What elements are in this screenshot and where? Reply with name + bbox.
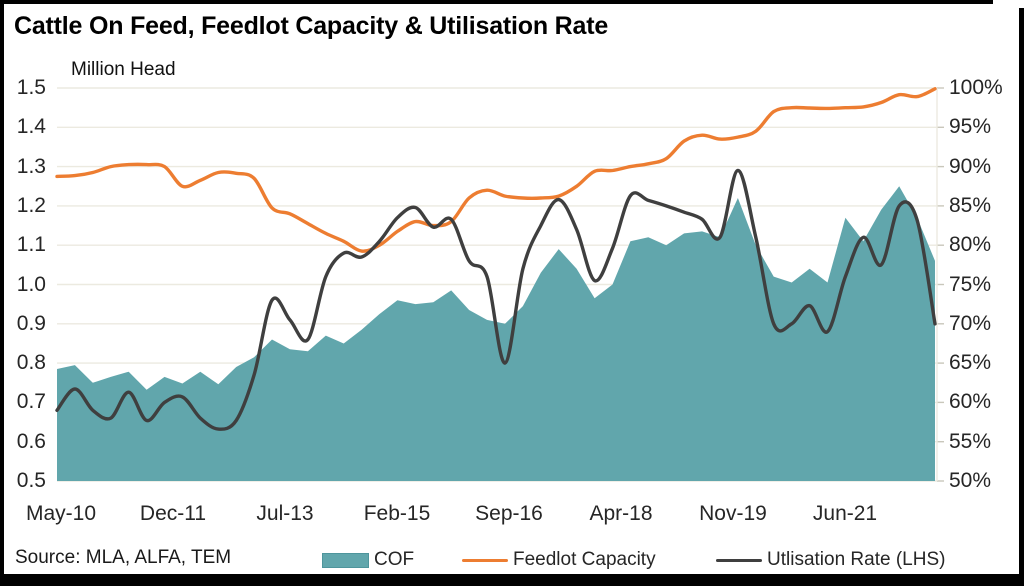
y-left-tick-label: 1.5 <box>16 76 46 99</box>
chart-title: Cattle On Feed, Feedlot Capacity & Utili… <box>14 12 609 40</box>
y-right-tick-label: 80% <box>949 233 992 257</box>
x-tick-label: Jul-13 <box>256 502 314 525</box>
y-right-tick-label: 70% <box>949 311 992 335</box>
y-left-tick-label: 0.7 <box>16 390 46 414</box>
x-tick-label: Feb-15 <box>363 502 431 525</box>
y-right-tick-label: 75% <box>949 272 992 296</box>
y-left-tick-label: 1.3 <box>16 154 46 178</box>
y-left-tick-label: 1.4 <box>16 115 46 139</box>
x-tick-label: Apr-18 <box>589 502 653 525</box>
legend-label-cof: COF <box>374 549 415 570</box>
y-right-tick-label: 100% <box>949 76 1003 99</box>
x-tick-label: Nov-19 <box>699 502 767 525</box>
frame-border-bottom <box>0 574 1024 586</box>
legend-label-utilisation-rate: Utlisation Rate (LHS) <box>767 549 946 570</box>
x-tick-label: Sep-16 <box>475 502 543 525</box>
y-right-tick-label: 50% <box>949 469 992 492</box>
y-right-tick-label: 60% <box>949 390 992 414</box>
left-axis-unit-label: Million Head <box>71 59 176 80</box>
y-left-tick-label: 0.9 <box>16 311 46 335</box>
y-left-tick-label: 0.8 <box>16 351 46 375</box>
y-left-tick-label: 0.6 <box>16 429 46 453</box>
y-left-tick-label: 1.2 <box>16 193 46 217</box>
y-right-tick-label: 95% <box>949 115 992 139</box>
cof-area-swatch-icon <box>322 552 369 568</box>
feedlot-capacity-series <box>55 87 937 253</box>
legend-label-feedlot-capacity: Feedlot Capacity <box>513 549 656 570</box>
frame-border-top <box>0 0 993 4</box>
legend-item-utilisation-rate: Utlisation Rate (LHS) <box>716 547 945 573</box>
x-tick-label: Jun-21 <box>812 502 878 525</box>
legend-item-cof: COF <box>322 547 414 573</box>
capacity-line-swatch-icon <box>462 558 508 562</box>
x-tick-label: May-10 <box>25 502 97 525</box>
y-right-tick-label: 85% <box>949 193 992 217</box>
legend-item-feedlot-capacity: Feedlot Capacity <box>462 547 656 573</box>
y-left-tick-label: 0.5 <box>16 469 46 492</box>
frame-border-left <box>0 0 4 578</box>
x-tick-label: Dec-11 <box>139 502 207 525</box>
source-note: Source: MLA, ALFA, TEM <box>15 547 232 568</box>
frame-border-right <box>1019 8 1024 586</box>
y-left-tick-label: 1.1 <box>16 233 46 257</box>
y-right-tick-label: 65% <box>949 351 992 375</box>
utilisation-rate-series <box>55 168 937 431</box>
utilisation-line-swatch-icon <box>716 558 762 562</box>
y-right-tick-label: 90% <box>949 154 992 178</box>
y-right-tick-label: 55% <box>949 429 992 453</box>
y-left-tick-label: 1.0 <box>16 272 46 296</box>
